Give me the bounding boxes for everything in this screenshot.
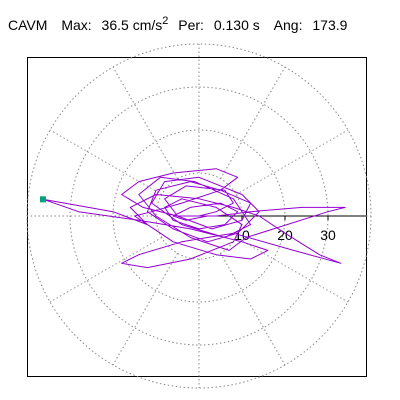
grid-spoke-30 bbox=[235, 129, 349, 195]
ang-value: 173.9 bbox=[312, 17, 348, 33]
max-unit: cm/s2 bbox=[132, 15, 169, 33]
max-marker bbox=[39, 196, 46, 203]
max-unit-exponent: 2 bbox=[162, 15, 169, 27]
header-readout: CAVM Max: 36.5 cm/s2 Per: 0.130 s Ang: 1… bbox=[8, 15, 347, 35]
grid-spoke-240 bbox=[112, 252, 178, 366]
per-value: 0.130 s bbox=[213, 17, 260, 33]
reference-axis bbox=[199, 215, 366, 220]
grid-spoke-60 bbox=[220, 66, 286, 180]
per-label: Per: bbox=[178, 17, 204, 33]
channel-name: CAVM bbox=[8, 17, 48, 33]
grid-spoke-300 bbox=[220, 252, 286, 366]
ang-label: Ang: bbox=[273, 17, 303, 33]
trace-line bbox=[42, 168, 346, 269]
grid-spoke-120 bbox=[112, 66, 178, 180]
max-value: 36.5 bbox=[101, 17, 129, 33]
grid-spoke-210 bbox=[49, 237, 163, 303]
max-point-marker bbox=[39, 196, 46, 203]
plot-frame bbox=[27, 57, 367, 377]
orbit-trace bbox=[42, 168, 346, 269]
grid-spoke-150 bbox=[49, 129, 163, 195]
radial-tick-labels: 10 20 30 bbox=[234, 227, 336, 243]
grid-spoke-330 bbox=[235, 237, 349, 303]
max-label: Max: bbox=[61, 17, 92, 33]
tick-label-30: 30 bbox=[320, 227, 336, 243]
